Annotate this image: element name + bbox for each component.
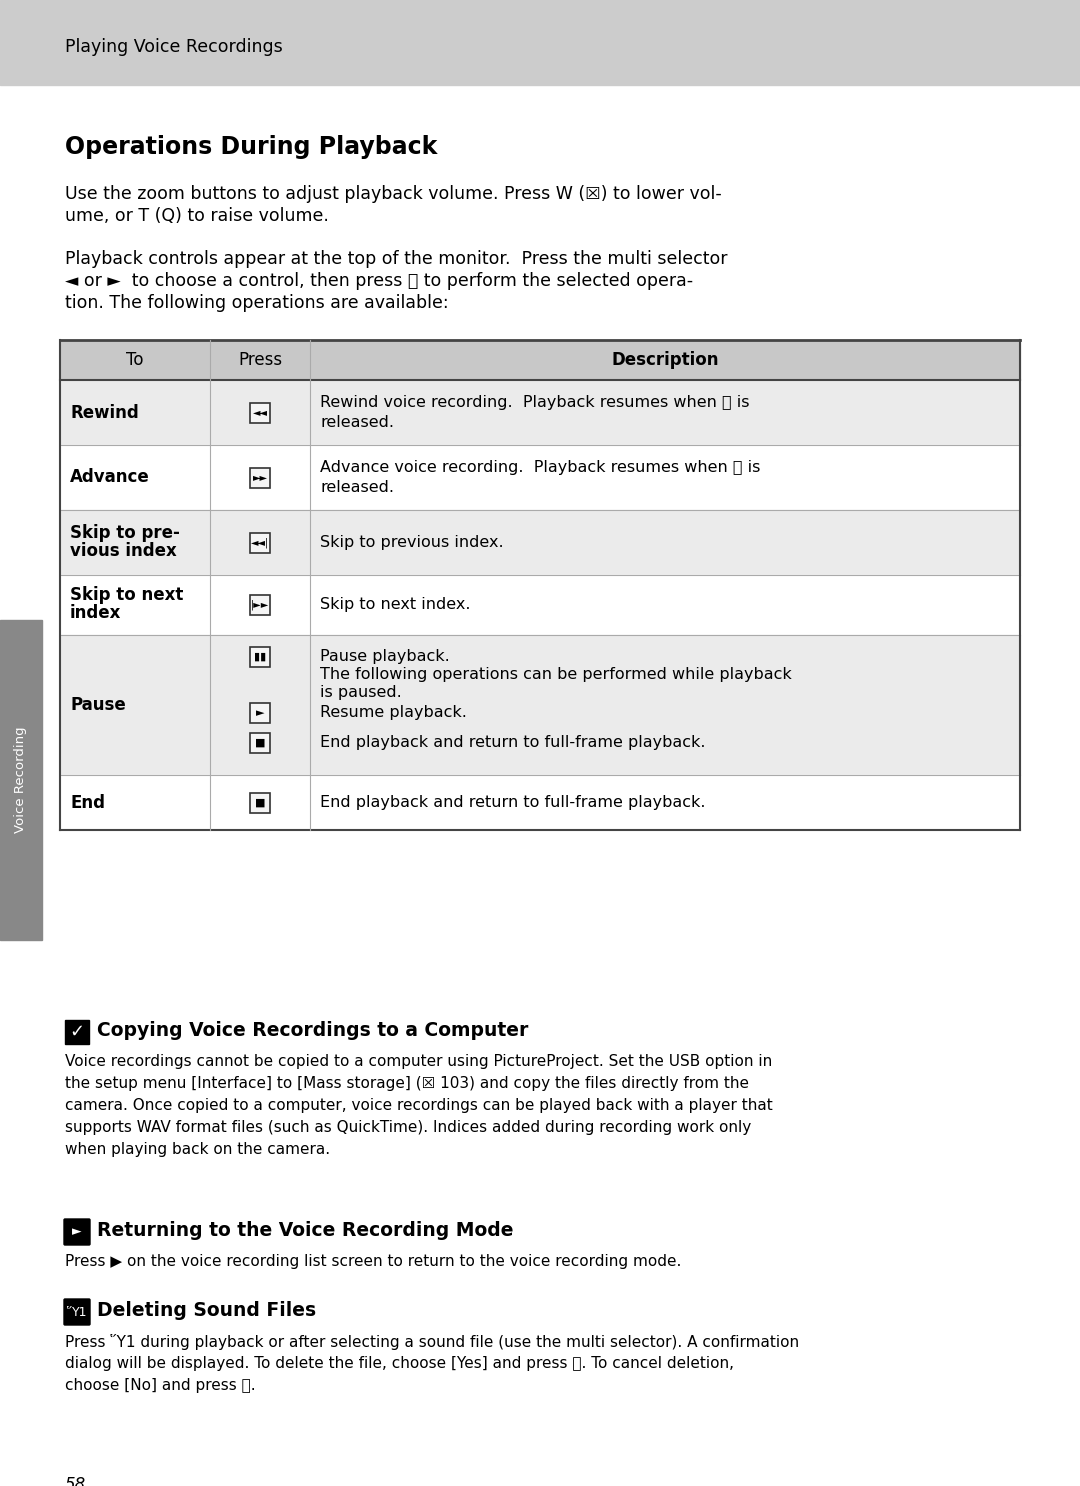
Bar [249, 403, 270, 422]
Text: End: End [70, 794, 105, 811]
Bar [249, 792, 270, 813]
Bar [249, 646, 270, 667]
Text: ✓: ✓ [69, 1022, 84, 1042]
Text: Pause playback.: Pause playback. [320, 649, 449, 664]
Text: Voice recordings cannot be copied to a computer using PictureProject. Set the US: Voice recordings cannot be copied to a c… [65, 1054, 772, 1068]
Text: 58: 58 [65, 1476, 86, 1486]
Text: |►►: |►► [251, 600, 269, 611]
Text: ►►: ►► [253, 473, 268, 483]
Text: supports WAV format files (such as QuickTime). Indices added during recording wo: supports WAV format files (such as Quick… [65, 1120, 752, 1135]
Bar [249, 703, 270, 724]
Bar [0, 0, 1080, 85]
Text: Skip to pre-: Skip to pre- [70, 523, 180, 541]
Bar [0, 620, 42, 941]
Text: Rewind voice recording.  Playback resumes when ⒪ is: Rewind voice recording. Playback resumes… [320, 395, 750, 410]
Text: ▮▮: ▮▮ [254, 652, 266, 661]
Bar [249, 532, 270, 553]
Text: ►: ► [72, 1226, 82, 1238]
Text: ◄◄: ◄◄ [253, 407, 268, 418]
Text: when playing back on the camera.: when playing back on the camera. [65, 1143, 330, 1158]
Text: released.: released. [320, 480, 394, 495]
Text: Press Ὕ1 during playback or after selecting a sound file (use the multi selector: Press Ὕ1 during playback or after select… [65, 1334, 799, 1349]
Text: choose [No] and press ⒪.: choose [No] and press ⒪. [65, 1378, 256, 1392]
Bar [249, 468, 270, 487]
Text: ■: ■ [255, 798, 266, 807]
Text: Advance voice recording.  Playback resumes when ⒪ is: Advance voice recording. Playback resume… [320, 461, 760, 476]
Text: Deleting Sound Files: Deleting Sound Files [97, 1302, 316, 1320]
Text: Ὕ1: Ὕ1 [67, 1306, 87, 1318]
Text: ◄◄|: ◄◄| [251, 538, 269, 548]
Text: Description: Description [611, 351, 719, 369]
Text: ►: ► [256, 707, 265, 718]
Bar [60, 380, 1020, 444]
Bar [249, 703, 270, 724]
Bar [60, 340, 1020, 380]
Bar [249, 594, 270, 615]
Bar [249, 532, 270, 553]
Text: The following operations can be performed while playback: The following operations can be performe… [320, 667, 792, 682]
Bar [65, 1019, 89, 1045]
Text: Returning to the Voice Recording Mode: Returning to the Voice Recording Mode [97, 1221, 513, 1239]
Text: Resume playback.: Resume playback. [320, 704, 467, 721]
Bar [249, 594, 270, 615]
Text: ■: ■ [255, 739, 266, 747]
Text: Rewind: Rewind [70, 404, 138, 422]
Bar [249, 733, 270, 753]
Text: Advance: Advance [70, 468, 150, 486]
Bar [249, 792, 270, 813]
Text: index: index [70, 603, 121, 623]
Text: To: To [126, 351, 144, 369]
Text: Skip to next index.: Skip to next index. [320, 597, 471, 612]
Text: Press: Press [238, 351, 282, 369]
Text: dialog will be displayed. To delete the file, choose [Yes] and press ⒪. To cance: dialog will be displayed. To delete the … [65, 1357, 734, 1372]
Text: vious index: vious index [70, 541, 177, 560]
Bar [60, 776, 1020, 831]
Text: tion. The following operations are available:: tion. The following operations are avail… [65, 294, 448, 312]
Text: ◄ or ►  to choose a control, then press ⒪ to perform the selected opera-: ◄ or ► to choose a control, then press ⒪… [65, 272, 693, 290]
Text: Playing Voice Recordings: Playing Voice Recordings [65, 39, 283, 56]
Text: ume, or T (Q) to raise volume.: ume, or T (Q) to raise volume. [65, 207, 329, 224]
Text: Press ▶ on the voice recording list screen to return to the voice recording mode: Press ▶ on the voice recording list scre… [65, 1254, 681, 1269]
Bar [249, 468, 270, 487]
Text: End playback and return to full-frame playback.: End playback and return to full-frame pl… [320, 795, 705, 810]
Bar [60, 575, 1020, 635]
Text: Pause: Pause [70, 695, 125, 713]
Text: Playback controls appear at the top of the monitor.  Press the multi selector: Playback controls appear at the top of t… [65, 250, 728, 267]
Text: End playback and return to full-frame playback.: End playback and return to full-frame pl… [320, 736, 705, 750]
Text: Skip to next: Skip to next [70, 585, 184, 603]
Text: Skip to previous index.: Skip to previous index. [320, 535, 503, 550]
Text: Use the zoom buttons to adjust playback volume. Press W (☒) to lower vol-: Use the zoom buttons to adjust playback … [65, 184, 721, 204]
Text: camera. Once copied to a computer, voice recordings can be played back with a pl: camera. Once copied to a computer, voice… [65, 1098, 773, 1113]
Bar [249, 403, 270, 422]
Text: the setup menu [Interface] to [Mass storage] (☒ 103) and copy the files directly: the setup menu [Interface] to [Mass stor… [65, 1076, 750, 1091]
Bar [60, 444, 1020, 510]
Text: Voice Recording: Voice Recording [14, 727, 27, 834]
FancyBboxPatch shape [64, 1299, 90, 1326]
Bar [249, 733, 270, 753]
Bar [249, 646, 270, 667]
Text: is paused.: is paused. [320, 685, 402, 700]
Bar [60, 635, 1020, 776]
Text: Copying Voice Recordings to a Computer: Copying Voice Recordings to a Computer [97, 1021, 528, 1040]
Bar [60, 510, 1020, 575]
FancyBboxPatch shape [64, 1219, 90, 1245]
Text: released.: released. [320, 415, 394, 429]
Text: Operations During Playback: Operations During Playback [65, 135, 437, 159]
